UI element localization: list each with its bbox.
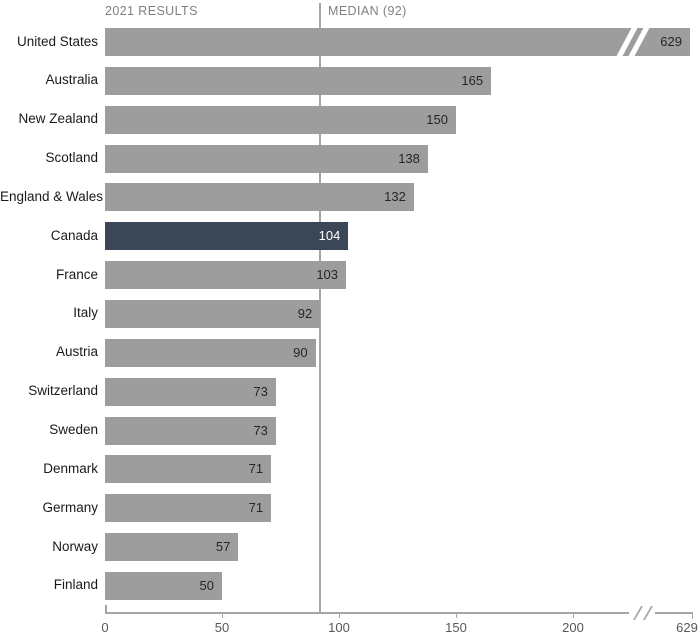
category-label: England & Wales <box>0 188 104 204</box>
axis-start-cap <box>105 605 107 613</box>
axis-end-tick-label: 629 <box>676 620 698 635</box>
median-reference-line <box>319 3 322 612</box>
category-label: Austria <box>55 344 98 360</box>
axis-tick-label: 50 <box>214 620 230 635</box>
bar: 629 <box>105 25 690 59</box>
value-label: 90 <box>293 344 308 360</box>
axis-end-cap <box>691 612 693 619</box>
value-label: 50 <box>199 577 214 593</box>
category-label: Scotland <box>45 150 98 166</box>
bar-row: Denmark 71 <box>0 455 700 484</box>
bar-row: England & Wales 132 <box>0 183 700 212</box>
value-label: 629 <box>660 34 682 49</box>
bar: 71 <box>105 494 272 523</box>
x-axis-line <box>105 612 693 614</box>
category-label: Italy <box>73 305 98 321</box>
category-label: Australia <box>45 72 98 88</box>
bar: 73 <box>105 377 276 406</box>
value-label: 165 <box>461 72 484 88</box>
bar-row: United States 629 <box>0 25 700 59</box>
axis-break-gap <box>629 610 655 616</box>
axis-tick <box>573 613 574 618</box>
bar: 50 <box>105 571 222 600</box>
value-label: 132 <box>384 189 406 205</box>
bar: 92 <box>105 299 321 328</box>
value-label: 150 <box>426 111 448 127</box>
axis-tick-label: 0 <box>101 620 109 635</box>
bar-row: Norway 57 <box>0 533 700 562</box>
bar-row: Germany 71 <box>0 494 700 523</box>
bar-row: Australia 165 <box>0 66 700 95</box>
axis-tick <box>222 613 223 618</box>
bar: 57 <box>105 533 239 562</box>
category-label: Canada <box>50 227 98 243</box>
bar-row: France 103 <box>0 261 700 290</box>
category-label: Norway <box>52 538 98 554</box>
axis-tick-label: 100 <box>328 620 350 635</box>
axis-tick-label: 150 <box>445 620 467 635</box>
bar-row: Scotland 138 <box>0 144 700 173</box>
bar-highlighted: 104 <box>105 222 349 251</box>
bar: 132 <box>105 183 414 212</box>
value-label: 71 <box>248 461 264 477</box>
axis-tick <box>456 613 457 618</box>
category-label: United States <box>16 33 98 49</box>
value-label: 138 <box>398 150 420 166</box>
bar-row: Austria 90 <box>0 338 700 367</box>
value-label: 73 <box>253 422 268 438</box>
category-label: Sweden <box>49 422 98 437</box>
category-label: Finland <box>53 577 98 593</box>
category-label: Germany <box>42 499 98 515</box>
category-label: New Zealand <box>18 111 98 127</box>
bar-row: Sweden 73 <box>0 416 700 445</box>
bar: 90 <box>105 338 316 367</box>
bar-row: Canada 104 <box>0 222 700 251</box>
bar-row: Finland 50 <box>0 571 700 600</box>
value-label: 103 <box>316 267 339 283</box>
bar: 138 <box>105 144 428 173</box>
bar-row: Italy 92 <box>0 299 700 328</box>
axis-tick <box>339 613 340 618</box>
bar: 73 <box>105 416 276 445</box>
bar: 165 <box>105 66 492 95</box>
bar: 150 <box>105 105 456 134</box>
value-label: 57 <box>215 539 231 555</box>
category-label: Denmark <box>43 460 98 476</box>
value-label: 73 <box>253 383 268 399</box>
median-header-label: MEDIAN (92) <box>328 4 407 18</box>
axis-tick-label: 200 <box>562 620 584 635</box>
value-label: 92 <box>297 305 313 321</box>
category-label: Switzerland <box>28 383 98 399</box>
category-label: France <box>55 266 98 282</box>
bar-row: New Zealand 150 <box>0 105 700 134</box>
bar: 103 <box>105 261 347 290</box>
bar: 71 <box>105 455 272 484</box>
value-label: 71 <box>248 500 264 516</box>
chart-series-header: 2021 RESULTS <box>105 4 198 18</box>
bar-row: Switzerland 73 <box>0 377 700 406</box>
value-label: 104 <box>318 228 341 244</box>
